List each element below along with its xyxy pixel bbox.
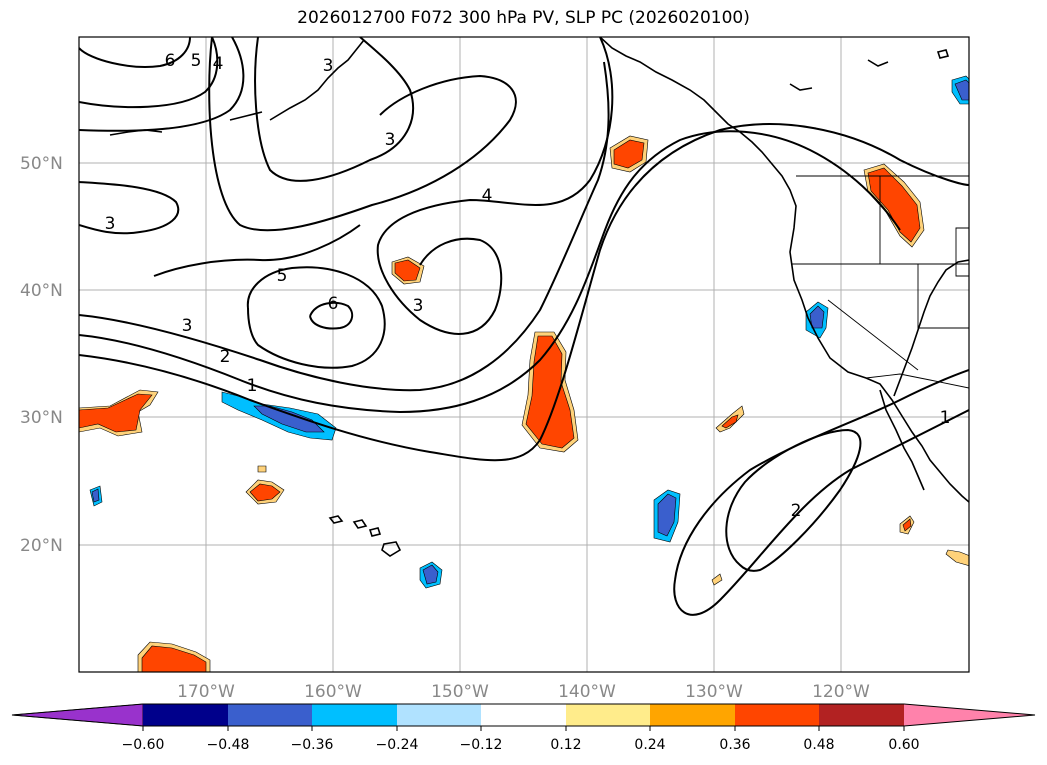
lon-label: 130°W: [685, 682, 743, 702]
colorbar-segment: [735, 704, 819, 726]
map-frame: [78, 36, 970, 673]
colorbar-tick-label: −0.36: [291, 737, 334, 753]
lat-label: 30°N: [20, 408, 63, 428]
contour-label: 1: [940, 408, 951, 428]
islands: [328, 49, 950, 557]
colorbar-segment: [481, 704, 566, 726]
slp-contours: [79, 37, 969, 616]
colorbar-segment: [566, 704, 650, 726]
contour-label: 2: [791, 501, 802, 521]
contour-label: 5: [277, 266, 288, 286]
contour-label: 3: [323, 56, 334, 76]
colorbar-tick-label: 0.60: [888, 737, 919, 753]
contour-label: 2: [220, 347, 231, 367]
colorbar-tick-label: −0.24: [376, 737, 419, 753]
lon-label: 150°W: [431, 682, 489, 702]
contour-labels: 6 5 4 3 3 4 3 5 6 3 3 2 1 1 2: [105, 51, 951, 521]
pv-positive-anomalies: [79, 135, 969, 672]
contour-label: 6: [165, 51, 176, 71]
colorbar-tick-label: −0.60: [122, 737, 165, 753]
colorbar-ticks: [142, 726, 905, 731]
colorbar-extend-low: [11, 703, 144, 727]
lon-label: 160°W: [304, 682, 362, 702]
gridlines: [79, 37, 969, 672]
map-title: 2026012700 F072 300 hPa PV, SLP PC (2026…: [297, 8, 750, 28]
contour-label: 3: [182, 316, 193, 336]
colorbar-segment: [397, 704, 481, 726]
coastlines: [109, 37, 969, 503]
contour-label: 4: [213, 54, 224, 74]
lon-label: 140°W: [558, 682, 616, 702]
colorbar-segment: [650, 704, 735, 726]
map-background: [79, 37, 969, 672]
colorbar-tick-label: 0.24: [634, 737, 665, 753]
colorbar-tick-label: 0.12: [550, 737, 581, 753]
lat-label: 50°N: [20, 154, 63, 174]
contour-label: 3: [385, 130, 396, 150]
colorbar-tick-label: −0.48: [207, 737, 250, 753]
lat-label: 20°N: [20, 536, 63, 556]
colorbar-segment: [819, 704, 904, 726]
contour-label: 5: [191, 51, 202, 71]
political-borders: [792, 175, 969, 389]
colorbar: −0.60 −0.48 −0.36 −0.24 −0.12 0.12 0.24 …: [11, 703, 1036, 753]
contour-label: 6: [328, 294, 339, 314]
colorbar-extend-high: [904, 704, 1035, 726]
colorbar-tick-label: −0.12: [460, 737, 503, 753]
colorbar-segment: [143, 704, 228, 726]
pv-negative-anomalies: [89, 75, 969, 589]
lon-label: 170°W: [177, 682, 235, 702]
lat-label: 40°N: [20, 281, 63, 301]
contour-label: 1: [247, 376, 258, 396]
contour-label: 4: [482, 186, 493, 206]
colorbar-tick-label: 0.36: [719, 737, 750, 753]
colorbar-tick-label: 0.48: [803, 737, 834, 753]
lon-label: 120°W: [812, 682, 870, 702]
colorbar-segment: [228, 704, 312, 726]
contour-label: 3: [105, 214, 116, 234]
colorbar-segment: [312, 704, 397, 726]
contour-label: 3: [413, 296, 424, 316]
